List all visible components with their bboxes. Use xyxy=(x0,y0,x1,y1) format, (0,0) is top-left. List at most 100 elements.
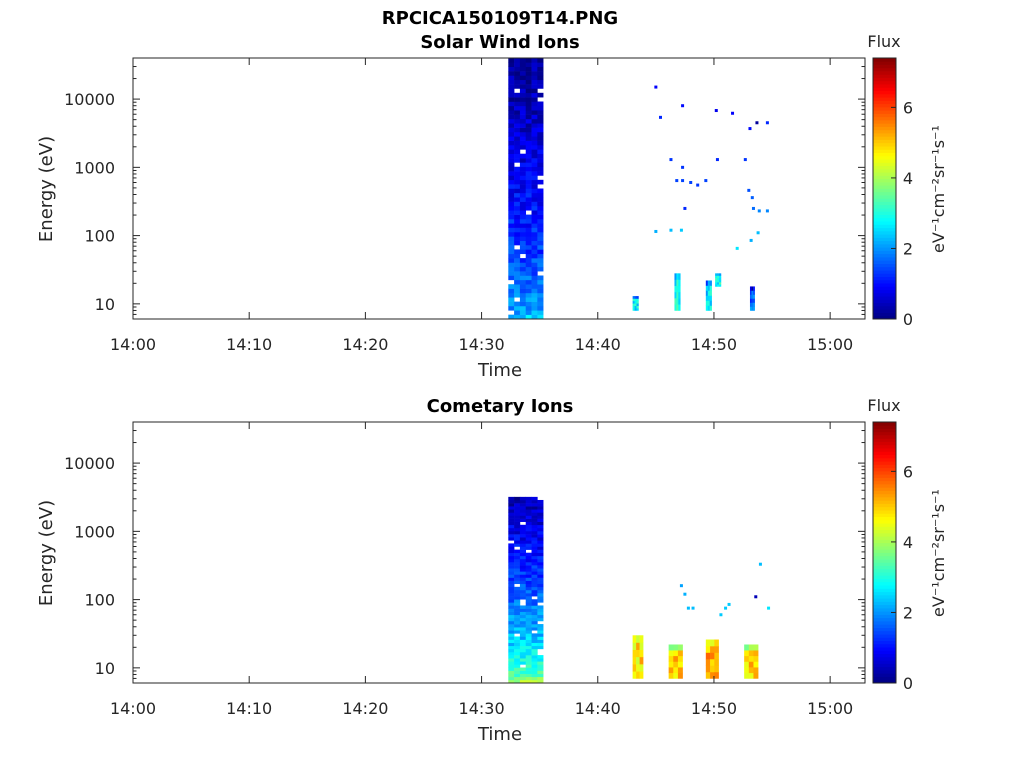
spectrogram-cell xyxy=(705,652,711,660)
colorbar-unit: eV⁻¹cm⁻²sr⁻¹s⁻¹ xyxy=(929,125,948,253)
spectrogram-cell xyxy=(674,279,677,287)
spectrogram-cell xyxy=(508,546,515,550)
spectrogram-cell xyxy=(519,648,527,653)
spectrogram-cell xyxy=(525,503,532,507)
colorbar-segment xyxy=(873,663,896,668)
spectrogram-cell xyxy=(537,240,544,246)
spectrogram-cell xyxy=(531,301,538,307)
spectrogram-cell xyxy=(632,308,635,311)
spectrogram-cell xyxy=(751,298,754,303)
spectrogram-cell xyxy=(705,658,711,666)
spectrogram-cell xyxy=(525,223,532,228)
spectrogram-cell xyxy=(508,197,515,202)
spectrogram-cell xyxy=(674,304,677,311)
flux-point xyxy=(715,158,719,162)
spectrogram-cell xyxy=(508,284,515,289)
spectrogram-cell xyxy=(514,568,521,572)
spectrogram-cell xyxy=(537,66,544,72)
spectrogram-cell xyxy=(514,232,521,237)
spectrogram-cell xyxy=(531,624,538,628)
flux-point xyxy=(754,595,758,599)
spectrogram-cell xyxy=(537,509,544,513)
spectrogram-cell xyxy=(514,171,521,176)
spectrogram-cell xyxy=(508,249,515,255)
spectrogram-cell xyxy=(508,555,515,560)
spectrogram-cell xyxy=(514,540,521,544)
colorbar-segment xyxy=(873,139,896,144)
colorbar-segment xyxy=(873,165,896,170)
spectrogram-cell xyxy=(537,552,544,557)
spectrogram-cell xyxy=(531,188,538,194)
colorbar-segment xyxy=(873,224,896,229)
spectrogram-cell xyxy=(519,192,527,198)
x-tick-label: 14:50 xyxy=(691,699,737,718)
spectrogram-cell xyxy=(531,101,538,107)
spectrogram-cell xyxy=(514,92,521,98)
spectrogram-cell xyxy=(519,530,527,535)
spectrogram-cell xyxy=(715,275,718,278)
colorbar-segment xyxy=(873,309,896,313)
spectrogram-cell xyxy=(636,635,640,643)
spectrogram-cell xyxy=(514,145,521,150)
colorbar-segment xyxy=(873,136,896,140)
colorbar-segment xyxy=(873,58,896,62)
spectrogram-cell xyxy=(508,62,515,67)
spectrogram-cell xyxy=(508,305,515,311)
spectrogram-cell xyxy=(537,655,544,659)
spectrogram-cell xyxy=(531,499,538,504)
spectrogram-cell xyxy=(537,118,544,124)
colorbar-segment xyxy=(873,93,896,98)
spectrogram-cell xyxy=(710,652,715,660)
spectrogram-cell xyxy=(514,602,521,606)
spectrogram-cell xyxy=(525,673,532,678)
colorbar-segment xyxy=(873,497,896,501)
spectrogram-cell xyxy=(508,617,515,622)
spectrogram-cell xyxy=(525,583,532,588)
spectrogram-cell xyxy=(525,114,532,120)
spectrogram-cell xyxy=(514,188,521,194)
flux-block xyxy=(508,58,544,320)
spectrogram-cell xyxy=(519,565,527,569)
spectrogram-cell xyxy=(519,162,527,168)
spectrogram-cell xyxy=(537,586,544,591)
spectrogram-cell xyxy=(508,266,515,272)
spectrogram-cell xyxy=(514,158,521,163)
spectrogram-cell xyxy=(508,214,515,220)
spectrogram-cell xyxy=(525,543,532,547)
spectrogram-cell xyxy=(519,227,527,233)
spectrogram-cell xyxy=(519,639,527,643)
spectrogram-cell xyxy=(531,648,538,653)
colorbar-segment xyxy=(873,64,896,69)
spectrogram-cell xyxy=(717,284,720,287)
spectrogram-cell xyxy=(531,175,538,181)
spectrogram-cell xyxy=(519,249,527,255)
colorbar-segment xyxy=(873,611,896,615)
colorbar-segment xyxy=(873,454,896,459)
colorbar-segment xyxy=(873,656,896,661)
spectrogram-cell xyxy=(537,664,544,668)
colorbar-segment xyxy=(873,640,896,645)
colorbar-segment xyxy=(873,283,896,287)
spectrogram-cell xyxy=(537,558,544,563)
spectrogram-cell xyxy=(674,285,677,293)
spectrogram-cell xyxy=(525,540,532,544)
spectrogram-cell xyxy=(525,66,532,72)
spectrogram-cell xyxy=(525,171,532,176)
spectrogram-cell xyxy=(531,571,538,575)
spectrogram-cell xyxy=(514,62,521,67)
spectrogram-cell xyxy=(514,223,521,228)
spectrogram-cell xyxy=(531,673,538,678)
spectrogram-cell xyxy=(508,201,515,207)
spectrogram-cell xyxy=(632,671,637,679)
colorbar-tick-label: 4 xyxy=(903,533,913,552)
colorbar-segment xyxy=(873,539,896,544)
spectrogram-cell xyxy=(508,596,515,600)
spectrogram-cell xyxy=(514,645,521,650)
spectrogram-cell xyxy=(531,162,538,168)
spectrogram-cell xyxy=(707,305,710,311)
spectrogram-cell xyxy=(508,676,515,681)
spectrogram-cell xyxy=(514,310,521,315)
spectrogram-cell xyxy=(525,166,532,172)
spectrogram-cell xyxy=(519,236,527,241)
spectrogram-cell xyxy=(514,284,521,289)
